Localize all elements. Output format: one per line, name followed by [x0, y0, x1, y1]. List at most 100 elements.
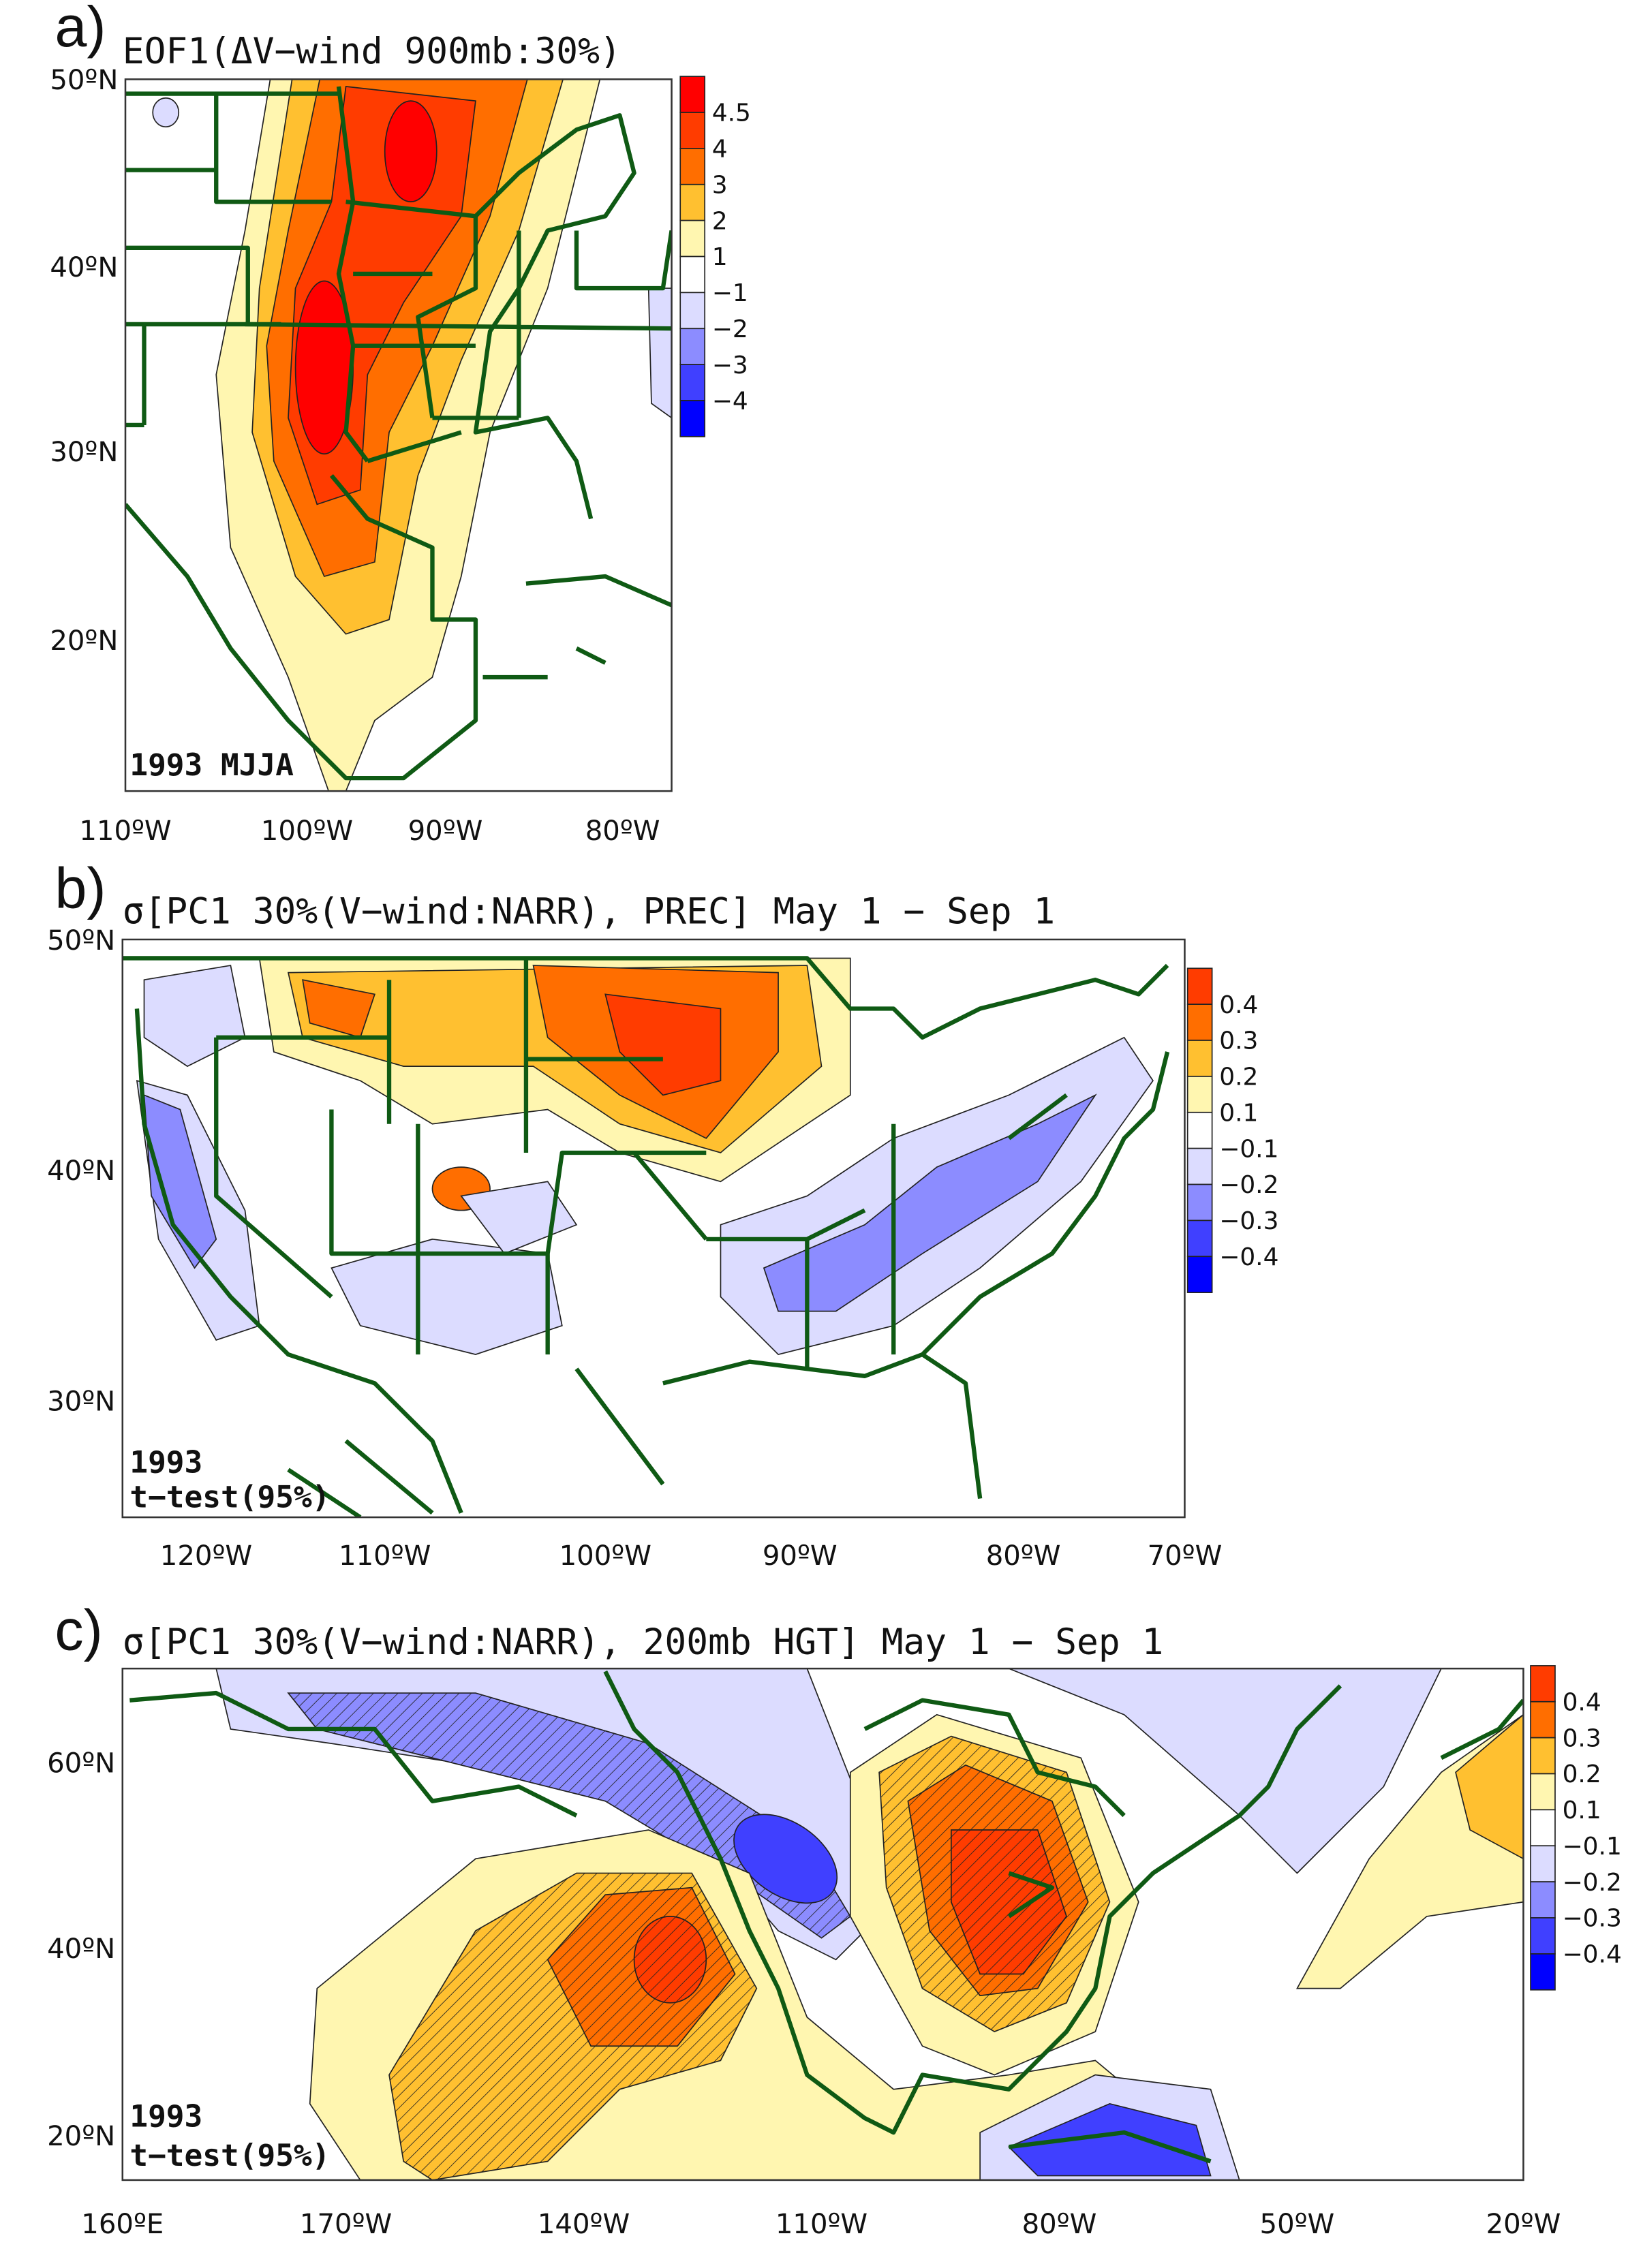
tick: 80ºW	[986, 1540, 1061, 1572]
panel-a: a) EOF1(ΔV−wind 900mb:30%) 1993 MJJA	[50, 0, 751, 847]
tick: 100ºW	[261, 815, 353, 847]
colorbar: 4.5 4 3 2 1 −1 −2 −3 −4	[679, 76, 751, 437]
lat-ticks: 50ºN 40ºN 30ºN 20ºN	[50, 65, 118, 657]
lon-ticks: 160ºE 170ºW 140ºW 110ºW 80ºW 50ºW 20ºW	[81, 2209, 1561, 2240]
panel-label: b)	[55, 855, 106, 920]
panel-title: σ[PC1 30%(V−wind:NARR), PREC] May 1 − Se…	[123, 891, 1055, 933]
colorbar-label: −0.1	[1219, 1135, 1278, 1163]
tick: 120ºW	[160, 1540, 252, 1572]
tick: 30ºN	[50, 437, 118, 468]
colorbar-label: 0.1	[1219, 1099, 1258, 1127]
map-frame	[124, 78, 673, 792]
panel-label: c)	[55, 1598, 102, 1662]
panel-c: c) σ[PC1 30%(V−wind:NARR), 200mb HGT] Ma…	[47, 1598, 1622, 2241]
colorbar-label: −2	[712, 315, 748, 343]
tick: 80ºW	[1022, 2209, 1097, 2240]
colorbar-label: −0.2	[1219, 1171, 1278, 1199]
annotation-test: t−test(95%)	[129, 1480, 330, 1514]
colorbar-swatch	[1530, 1773, 1556, 1811]
map-frame	[121, 938, 1186, 1519]
colorbar-label: 1	[712, 243, 728, 271]
colorbar-swatch	[679, 112, 706, 149]
colorbar-label: 0.3	[1219, 1027, 1258, 1055]
colorbar-label: −0.3	[1563, 1905, 1622, 1933]
colorbar-swatch	[1186, 1220, 1213, 1258]
tick: 90ºW	[408, 815, 483, 847]
colorbar-swatch	[1530, 1953, 1556, 1991]
tick: 20ºN	[47, 2121, 115, 2152]
colorbar-label: −0.2	[1563, 1869, 1622, 1897]
colorbar-label: 0.4	[1219, 991, 1258, 1019]
tick: 110ºW	[79, 815, 171, 847]
colorbar-swatch	[1186, 1111, 1213, 1149]
tick: 160ºE	[81, 2209, 164, 2240]
tick: 170ºW	[300, 2209, 392, 2240]
colorbar-swatch	[1530, 1665, 1556, 1703]
map-b: 1993 t−test(95%)	[122, 939, 1185, 1518]
colorbar-label: −4	[712, 388, 748, 416]
colorbar-label: 2	[712, 207, 728, 235]
colorbar-swatch	[679, 328, 706, 365]
colorbar-label: 3	[712, 171, 728, 199]
tick: 110ºW	[776, 2209, 867, 2240]
colorbar-label: 0.2	[1219, 1063, 1258, 1091]
tick: 90ºW	[763, 1540, 838, 1572]
colorbar-label: 0.1	[1563, 1797, 1601, 1824]
tick: 80ºW	[585, 815, 660, 847]
tick: 40ºN	[47, 1933, 115, 1965]
colorbar-swatch	[1186, 1076, 1213, 1113]
tick: 50ºN	[47, 925, 115, 957]
annotation-test: t−test(95%)	[129, 2139, 330, 2173]
panel-title: EOF1(ΔV−wind 900mb:30%)	[123, 31, 621, 72]
colorbar-swatch	[1186, 1004, 1213, 1041]
tick: 60ºN	[47, 1747, 115, 1779]
map-a: 1993 MJJA	[125, 79, 672, 792]
colorbar-swatch	[1186, 1147, 1213, 1185]
colorbar-swatch	[679, 255, 706, 294]
colorbar-swatch	[1186, 967, 1213, 1006]
colorbar-label: 4	[712, 136, 728, 164]
colorbar-swatch	[1530, 1917, 1556, 1955]
colorbar-swatch	[1530, 1881, 1556, 1919]
colorbar-swatch	[1186, 1256, 1213, 1293]
colorbar-swatch	[679, 292, 706, 330]
colorbar-label: −0.3	[1219, 1207, 1278, 1235]
negative-contour	[647, 288, 672, 419]
tick: 70ºW	[1148, 1540, 1223, 1572]
coastlines-and-borders	[125, 86, 672, 781]
colorbar-swatch	[679, 183, 706, 221]
annotation-year: 1993	[129, 2100, 202, 2134]
map-frame	[121, 1667, 1524, 2181]
colorbar-label: 0.4	[1563, 1688, 1601, 1716]
colorbar-label: −0.4	[1563, 1941, 1622, 1969]
colorbar-swatch	[679, 148, 706, 185]
colorbar: 0.4 0.3 0.2 0.1 −0.1 −0.2 −0.3 −0.4	[1530, 1665, 1622, 1991]
tick: 40ºN	[50, 252, 118, 283]
colorbar-label: 4.5	[712, 99, 751, 127]
colorbar-swatch	[679, 219, 706, 258]
panel-label: a)	[55, 0, 106, 59]
lon-ticks: 120ºW 110ºW 100ºW 90ºW 80ºW 70ºW	[160, 1540, 1223, 1572]
panel-b: b) σ[PC1 30%(V−wind:NARR), PREC] May 1 −…	[47, 855, 1278, 1571]
tick: 50ºW	[1260, 2209, 1335, 2240]
lat-ticks: 50ºN 40ºN 30ºN	[47, 925, 115, 1418]
colorbar-swatch	[1530, 1700, 1556, 1739]
colorbar-label: −0.1	[1563, 1833, 1622, 1861]
tick: 110ºW	[339, 1540, 431, 1572]
colorbar-swatch	[1530, 1809, 1556, 1847]
colorbar-label: −1	[712, 279, 748, 307]
tick: 50ºN	[50, 65, 118, 96]
contour-5b	[384, 100, 437, 202]
colorbar-swatch	[1530, 1845, 1556, 1882]
colorbar-swatch	[1530, 1737, 1556, 1775]
tick: 40ºN	[47, 1155, 115, 1187]
colorbar-label: −0.4	[1219, 1243, 1278, 1271]
tick: 100ºW	[559, 1540, 651, 1572]
colorbar-swatch	[679, 400, 706, 437]
colorbar-label: −3	[712, 352, 748, 379]
colorbar-swatch	[679, 76, 706, 113]
panel-title: σ[PC1 30%(V−wind:NARR), 200mb HGT] May 1…	[123, 1621, 1164, 1663]
tick: 20ºN	[50, 625, 118, 657]
colorbar: 0.4 0.3 0.2 0.1 −0.1 −0.2 −0.3 −0.4	[1186, 967, 1278, 1293]
